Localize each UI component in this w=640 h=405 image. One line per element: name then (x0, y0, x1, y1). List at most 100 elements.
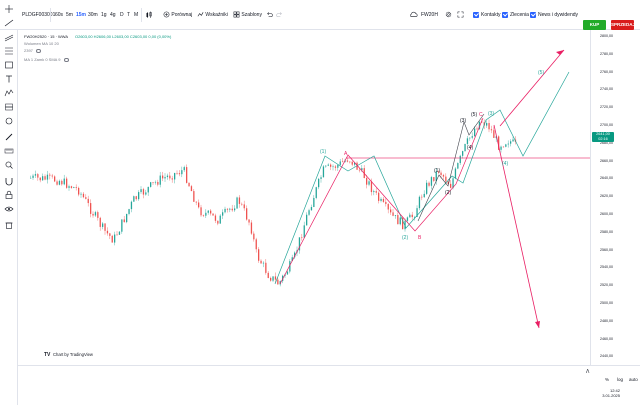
compare-button[interactable]: Porównaj (163, 0, 192, 30)
timeframe-1g[interactable]: 1g (101, 12, 107, 18)
candle-body (214, 215, 217, 221)
pattern-icon[interactable] (3, 88, 15, 98)
trend-line-icon[interactable] (3, 18, 15, 28)
zoom-in-icon[interactable] (3, 160, 15, 170)
candle-body (267, 272, 269, 278)
sell-button[interactable]: SPRZEDAJ (611, 20, 635, 30)
price-tick: 2460,00 (600, 336, 613, 341)
indicators-button[interactable]: Wskaźniki (197, 0, 228, 30)
candle-body (222, 212, 224, 216)
candle-body (183, 167, 185, 171)
gear-icon (445, 12, 452, 18)
trash-icon[interactable] (3, 220, 15, 230)
wave-label: (4) (502, 161, 508, 167)
lock-icon[interactable] (3, 190, 15, 200)
candle-body (135, 196, 137, 200)
auto-toggle[interactable]: auto (629, 377, 638, 382)
settings-icon[interactable] (63, 57, 69, 62)
text-icon[interactable] (3, 74, 15, 84)
candle-body (325, 165, 327, 167)
timeframe-t[interactable]: T (127, 12, 131, 18)
arrow-head (535, 321, 540, 328)
redo-button[interactable] (276, 0, 283, 30)
candle-body (394, 215, 397, 216)
checkbox-news[interactable]: News i dywidendy (530, 0, 578, 30)
chart-pane[interactable]: (1) (2) (3) (4) (5) A B C (1) (2) (3) (4… (18, 30, 593, 365)
candle-body (507, 143, 509, 145)
candle-body (246, 208, 248, 220)
timeframe-60s[interactable]: 60s (55, 12, 64, 18)
candle-body (342, 161, 344, 163)
candle-body (471, 136, 473, 138)
candle-body (106, 230, 109, 234)
candle-body (452, 178, 454, 188)
legend-indicator[interactable]: 2397 (24, 48, 42, 53)
measure-icon[interactable] (3, 146, 15, 156)
buy-button[interactable]: KUP (583, 20, 606, 30)
wave-label: (1) (320, 149, 326, 155)
cloud-button[interactable] (409, 0, 418, 30)
candle-body (99, 217, 101, 227)
candle-body (255, 239, 257, 250)
shapes-icon[interactable] (3, 116, 15, 126)
fullscreen-button[interactable] (457, 0, 464, 30)
scroll-to-end-icon[interactable]: Λ (586, 369, 590, 375)
candle-body (349, 161, 351, 163)
symbol-search[interactable]: PLDGF003001 (22, 12, 56, 18)
candle-body (138, 192, 140, 200)
candle-body (315, 187, 317, 198)
prediction-icon[interactable] (3, 102, 15, 112)
templates-button[interactable]: Szablony (233, 0, 262, 30)
timeframe-4g[interactable]: 4g (110, 12, 116, 18)
candle-body (411, 214, 413, 218)
legend-main[interactable]: FW20H2520 · 15 · WWA O2603,00 H2606,00 L… (24, 34, 171, 39)
candle-body (78, 187, 80, 195)
candle-body (46, 174, 49, 180)
right-price-axis[interactable]: 2800,00 2780,00 2760,00 2740,00 2720,00 2700,… (590, 30, 640, 365)
eye-icon[interactable] (3, 204, 15, 214)
pink-down-projection (493, 124, 540, 329)
candle-body (433, 177, 435, 181)
top-toolbar: PLDGF003001 60s 5m 15m 30m 1g 4g D T M P… (0, 0, 640, 30)
legend-ma[interactable]: MA 1 Zamk 0 SMA 9 (24, 57, 69, 62)
candle-body (274, 276, 277, 280)
redo-icon (276, 12, 282, 18)
brush-icon[interactable] (3, 132, 15, 142)
checkbox-orders[interactable]: Zlecenia (502, 0, 529, 30)
rectangle-icon[interactable] (3, 60, 15, 70)
timeframe-5m[interactable]: 5m (66, 12, 73, 18)
candle-body (210, 210, 212, 214)
settings-button[interactable] (445, 0, 452, 30)
price-tick: 2500,00 (600, 301, 613, 305)
candle-body (94, 212, 97, 216)
fib-retracement-icon[interactable] (3, 46, 15, 56)
chart-type-button[interactable] (145, 0, 153, 30)
parallel-channel-icon[interactable] (3, 32, 15, 42)
magnet-icon[interactable] (3, 176, 15, 186)
crosshair-icon[interactable] (3, 4, 15, 14)
settings-icon[interactable] (36, 48, 42, 53)
timeframe-m[interactable]: M (134, 12, 139, 18)
legend-volume[interactable]: Wolumen MA 10 20 (24, 41, 59, 46)
checkbox-contacts[interactable]: Kontakty (473, 0, 500, 30)
candle-body (440, 172, 442, 176)
price-tick: 2540,00 (600, 265, 613, 270)
instrument-code[interactable]: FW20H (421, 12, 438, 18)
candle-body (37, 174, 39, 178)
wave-label: (3) (488, 111, 494, 117)
timeframe-30m[interactable]: 30m (88, 12, 98, 18)
log-toggle[interactable]: log (617, 377, 624, 382)
candle-body (186, 167, 188, 183)
templates-label: Szablony (241, 12, 262, 18)
undo-button[interactable] (266, 0, 273, 30)
candle-body (462, 151, 464, 156)
timeframe-15m[interactable]: 15m (76, 12, 87, 18)
percent-toggle[interactable]: % (605, 377, 610, 382)
candle-body (123, 219, 125, 223)
candle-body (90, 203, 92, 214)
timeframe-d[interactable]: D (120, 12, 124, 18)
drawings-layer (274, 49, 593, 329)
candle-body (51, 175, 53, 177)
candle-body (265, 262, 267, 273)
wave-label: (5) (538, 70, 544, 76)
